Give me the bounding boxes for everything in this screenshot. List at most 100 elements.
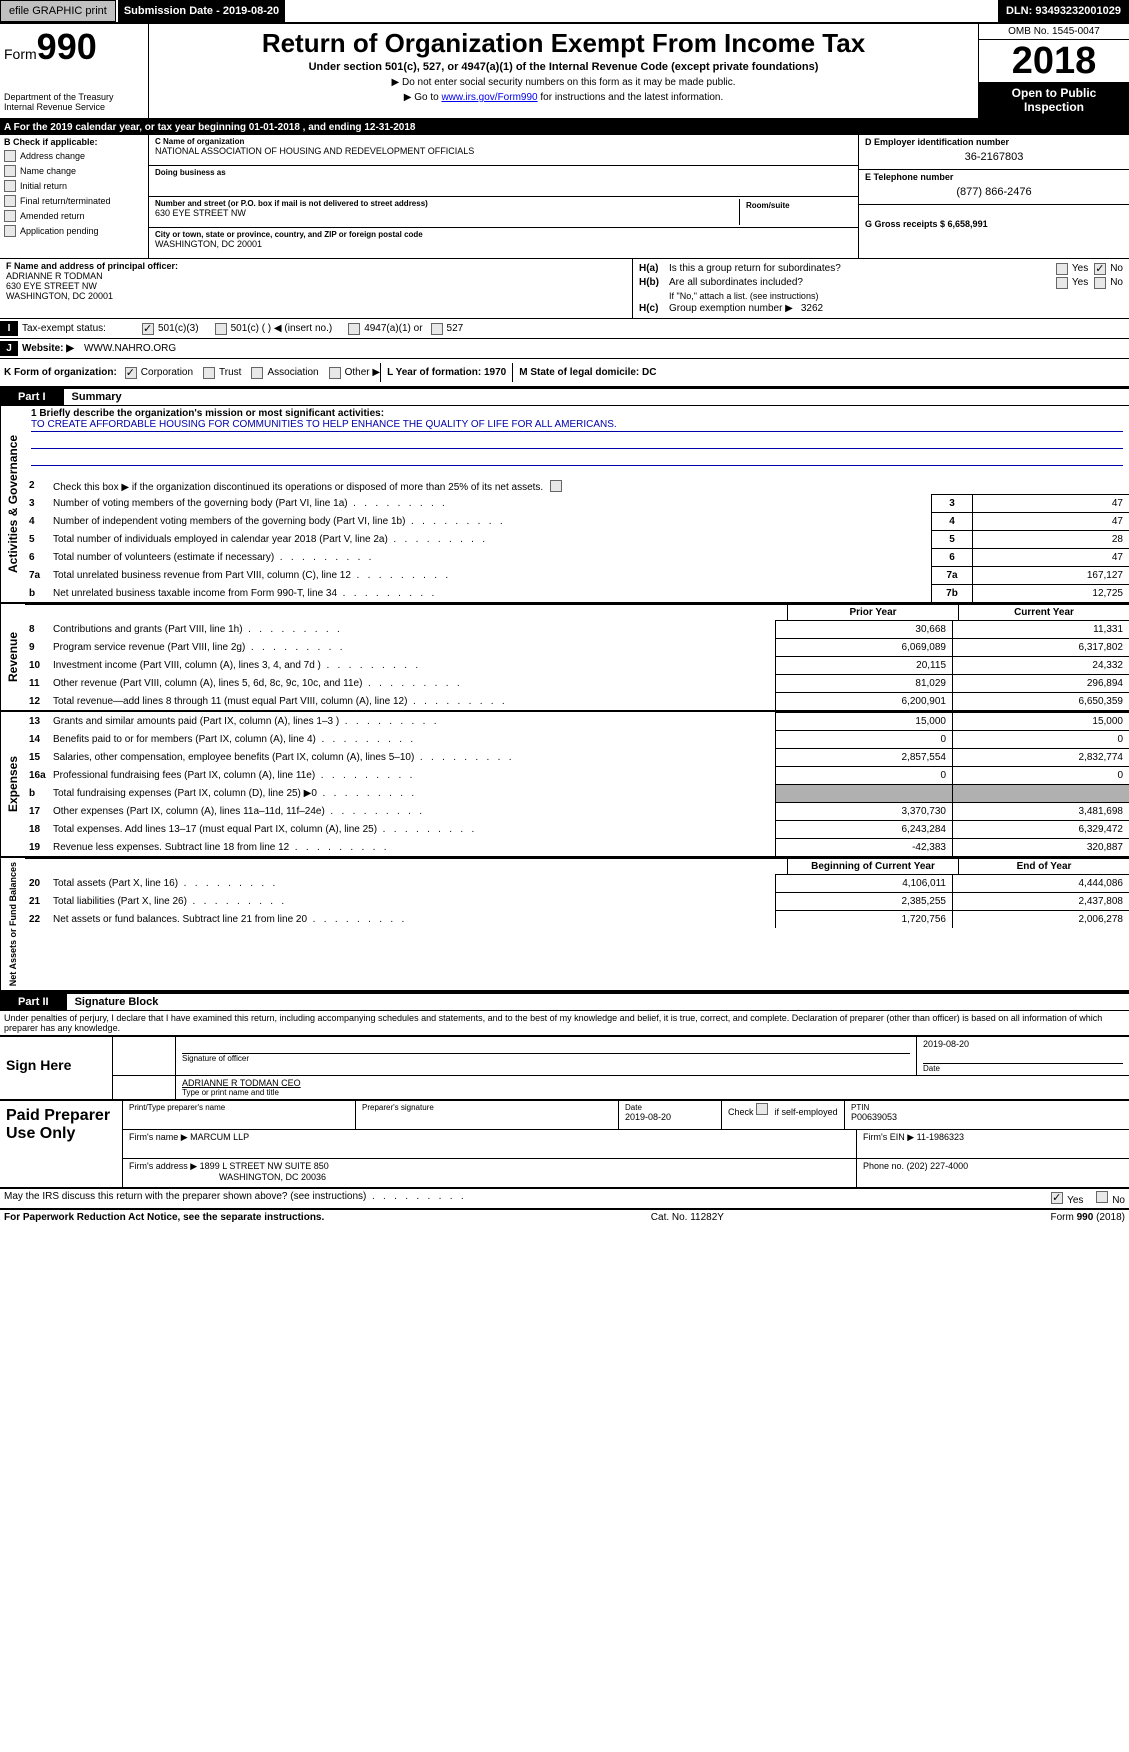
summary-line: 18Total expenses. Add lines 13–17 (must … (25, 820, 1129, 838)
check-trust[interactable] (203, 367, 215, 379)
summary-line: 17Other expenses (Part IX, column (A), l… (25, 802, 1129, 820)
summary-line: 11Other revenue (Part VIII, column (A), … (25, 674, 1129, 692)
city-label: City or town, state or province, country… (155, 230, 852, 239)
k-l-m-row: K Form of organization: Corporation Trus… (0, 359, 1129, 387)
irs-link[interactable]: www.irs.gov/Form990 (441, 92, 537, 103)
summary-line: 3Number of voting members of the governi… (25, 494, 1129, 512)
summary-line: 21Total liabilities (Part X, line 26)2,3… (25, 892, 1129, 910)
check-501c3[interactable] (142, 323, 154, 335)
summary-line: 13Grants and similar amounts paid (Part … (25, 712, 1129, 730)
check-address-change[interactable] (4, 150, 16, 162)
principal-label: F Name and address of principal officer: (6, 261, 626, 271)
governance-vtab: Activities & Governance (0, 406, 25, 602)
page-footer: For Paperwork Reduction Act Notice, see … (0, 1210, 1129, 1225)
check-pending[interactable] (4, 225, 16, 237)
h-a-text: Is this a group return for subordinates? (669, 263, 1056, 275)
sig-name-label: Type or print name and title (182, 1088, 1123, 1097)
check-corporation[interactable] (125, 367, 137, 379)
instruction-1: ▶ Do not enter social security numbers o… (157, 77, 970, 88)
dln: DLN: 93493232001029 (998, 0, 1129, 22)
summary-line: bNet unrelated business taxable income f… (25, 584, 1129, 602)
paid-preparer-label: Paid Preparer Use Only (0, 1101, 123, 1187)
org-info-section: B Check if applicable: Address change Na… (0, 135, 1129, 259)
org-name-label: C Name of organization (155, 137, 852, 146)
summary-line: 20Total assets (Part X, line 16)4,106,01… (25, 874, 1129, 892)
check-discontinued[interactable] (550, 480, 562, 492)
discuss-no-check[interactable] (1096, 1191, 1108, 1203)
check-self-employed[interactable] (756, 1103, 768, 1115)
department: Department of the Treasury Internal Reve… (4, 92, 144, 112)
summary-line: 5Total number of individuals employed in… (25, 530, 1129, 548)
h-b-note: If "No," attach a list. (see instruction… (669, 291, 818, 301)
summary-line: 8Contributions and grants (Part VIII, li… (25, 620, 1129, 638)
sig-date-label: Date (923, 1063, 1123, 1073)
summary-line: 6Total number of volunteers (estimate if… (25, 548, 1129, 566)
check-amended[interactable] (4, 210, 16, 222)
sig-date: 2019-08-20 (923, 1039, 1123, 1049)
form-subtitle: Under section 501(c), 527, or 4947(a)(1)… (157, 61, 970, 73)
principal-h-row: F Name and address of principal officer:… (0, 259, 1129, 319)
summary-line: 9Program service revenue (Part VIII, lin… (25, 638, 1129, 656)
end-year-header: End of Year (958, 859, 1129, 874)
part-2-header: Part II Signature Block (0, 992, 1129, 1011)
h-b-yes-check[interactable] (1056, 277, 1068, 289)
submission-date: Submission Date - 2019-08-20 (118, 0, 285, 22)
check-name-change[interactable] (4, 165, 16, 177)
paid-preparer-section: Paid Preparer Use Only Print/Type prepar… (0, 1099, 1129, 1189)
firm-addr1: 1899 L STREET NW SUITE 850 (200, 1161, 329, 1171)
summary-line: 15Salaries, other compensation, employee… (25, 748, 1129, 766)
revenue-vtab: Revenue (0, 604, 25, 710)
city-value: WASHINGTON, DC 20001 (155, 239, 852, 249)
sign-here-section: Sign Here Signature of officer 2019-08-2… (0, 1035, 1129, 1099)
begin-year-header: Beginning of Current Year (787, 859, 958, 874)
check-4947[interactable] (348, 323, 360, 335)
check-initial-return[interactable] (4, 180, 16, 192)
check-final-return[interactable] (4, 195, 16, 207)
street-value: 630 EYE STREET NW (155, 208, 739, 218)
h-c-value: 3262 (801, 303, 823, 314)
section-b-label: B Check if applicable: (4, 137, 144, 147)
summary-line: bTotal fundraising expenses (Part IX, co… (25, 784, 1129, 802)
ptin: P00639053 (851, 1112, 1123, 1122)
h-a-no-check[interactable] (1094, 263, 1106, 275)
line-2-desc: Check this box ▶ if the organization dis… (53, 477, 1129, 494)
discuss-text: May the IRS discuss this return with the… (4, 1191, 464, 1206)
org-name: NATIONAL ASSOCIATION OF HOUSING AND REDE… (155, 146, 852, 156)
sign-here-label: Sign Here (0, 1037, 113, 1099)
h-b-label: H(b) (639, 277, 669, 289)
part-1-header: Part I Summary (0, 387, 1129, 406)
open-to-public: Open to Public Inspection (979, 82, 1129, 118)
row-a-tax-year: A For the 2019 calendar year, or tax yea… (0, 120, 1129, 135)
prior-year-header: Prior Year (787, 605, 958, 620)
check-association[interactable] (251, 367, 263, 379)
state-domicile: M State of legal domicile: DC (513, 363, 662, 382)
phone-label: E Telephone number (865, 172, 1123, 182)
footer-left: For Paperwork Reduction Act Notice, see … (4, 1212, 324, 1223)
room-label: Room/suite (746, 201, 846, 210)
h-a-yes-check[interactable] (1056, 263, 1068, 275)
efile-print-button[interactable]: efile GRAPHIC print (0, 0, 116, 22)
netassets-section: Net Assets or Fund Balances Beginning of… (0, 858, 1129, 992)
dba-label: Doing business as (155, 168, 852, 177)
website-row: J Website: ▶ WWW.NAHRO.ORG (0, 339, 1129, 359)
governance-section: Activities & Governance 1 Briefly descri… (0, 406, 1129, 604)
netassets-vtab: Net Assets or Fund Balances (0, 858, 25, 990)
check-527[interactable] (431, 323, 443, 335)
street-label: Number and street (or P.O. box if mail i… (155, 199, 739, 208)
firm-addr2: WASHINGTON, DC 20036 (219, 1172, 850, 1182)
principal-addr2: WASHINGTON, DC 20001 (6, 291, 626, 301)
j-label: J (0, 341, 18, 356)
tax-exempt-row: I Tax-exempt status: 501(c)(3) 501(c) ( … (0, 319, 1129, 339)
principal-name: ADRIANNE R TODMAN (6, 271, 626, 281)
h-b-no-check[interactable] (1094, 277, 1106, 289)
current-year-header: Current Year (958, 605, 1129, 620)
h-c-text: Group exemption number ▶ (669, 303, 793, 314)
gross-receipts: G Gross receipts $ 6,658,991 (865, 219, 1123, 229)
discuss-yes-check[interactable] (1051, 1192, 1063, 1204)
expenses-vtab: Expenses (0, 712, 25, 856)
check-other[interactable] (329, 367, 341, 379)
ein-value: 36-2167803 (865, 151, 1123, 163)
check-501c[interactable] (215, 323, 227, 335)
principal-addr1: 630 EYE STREET NW (6, 281, 626, 291)
part-2-tab: Part II (0, 994, 67, 1010)
